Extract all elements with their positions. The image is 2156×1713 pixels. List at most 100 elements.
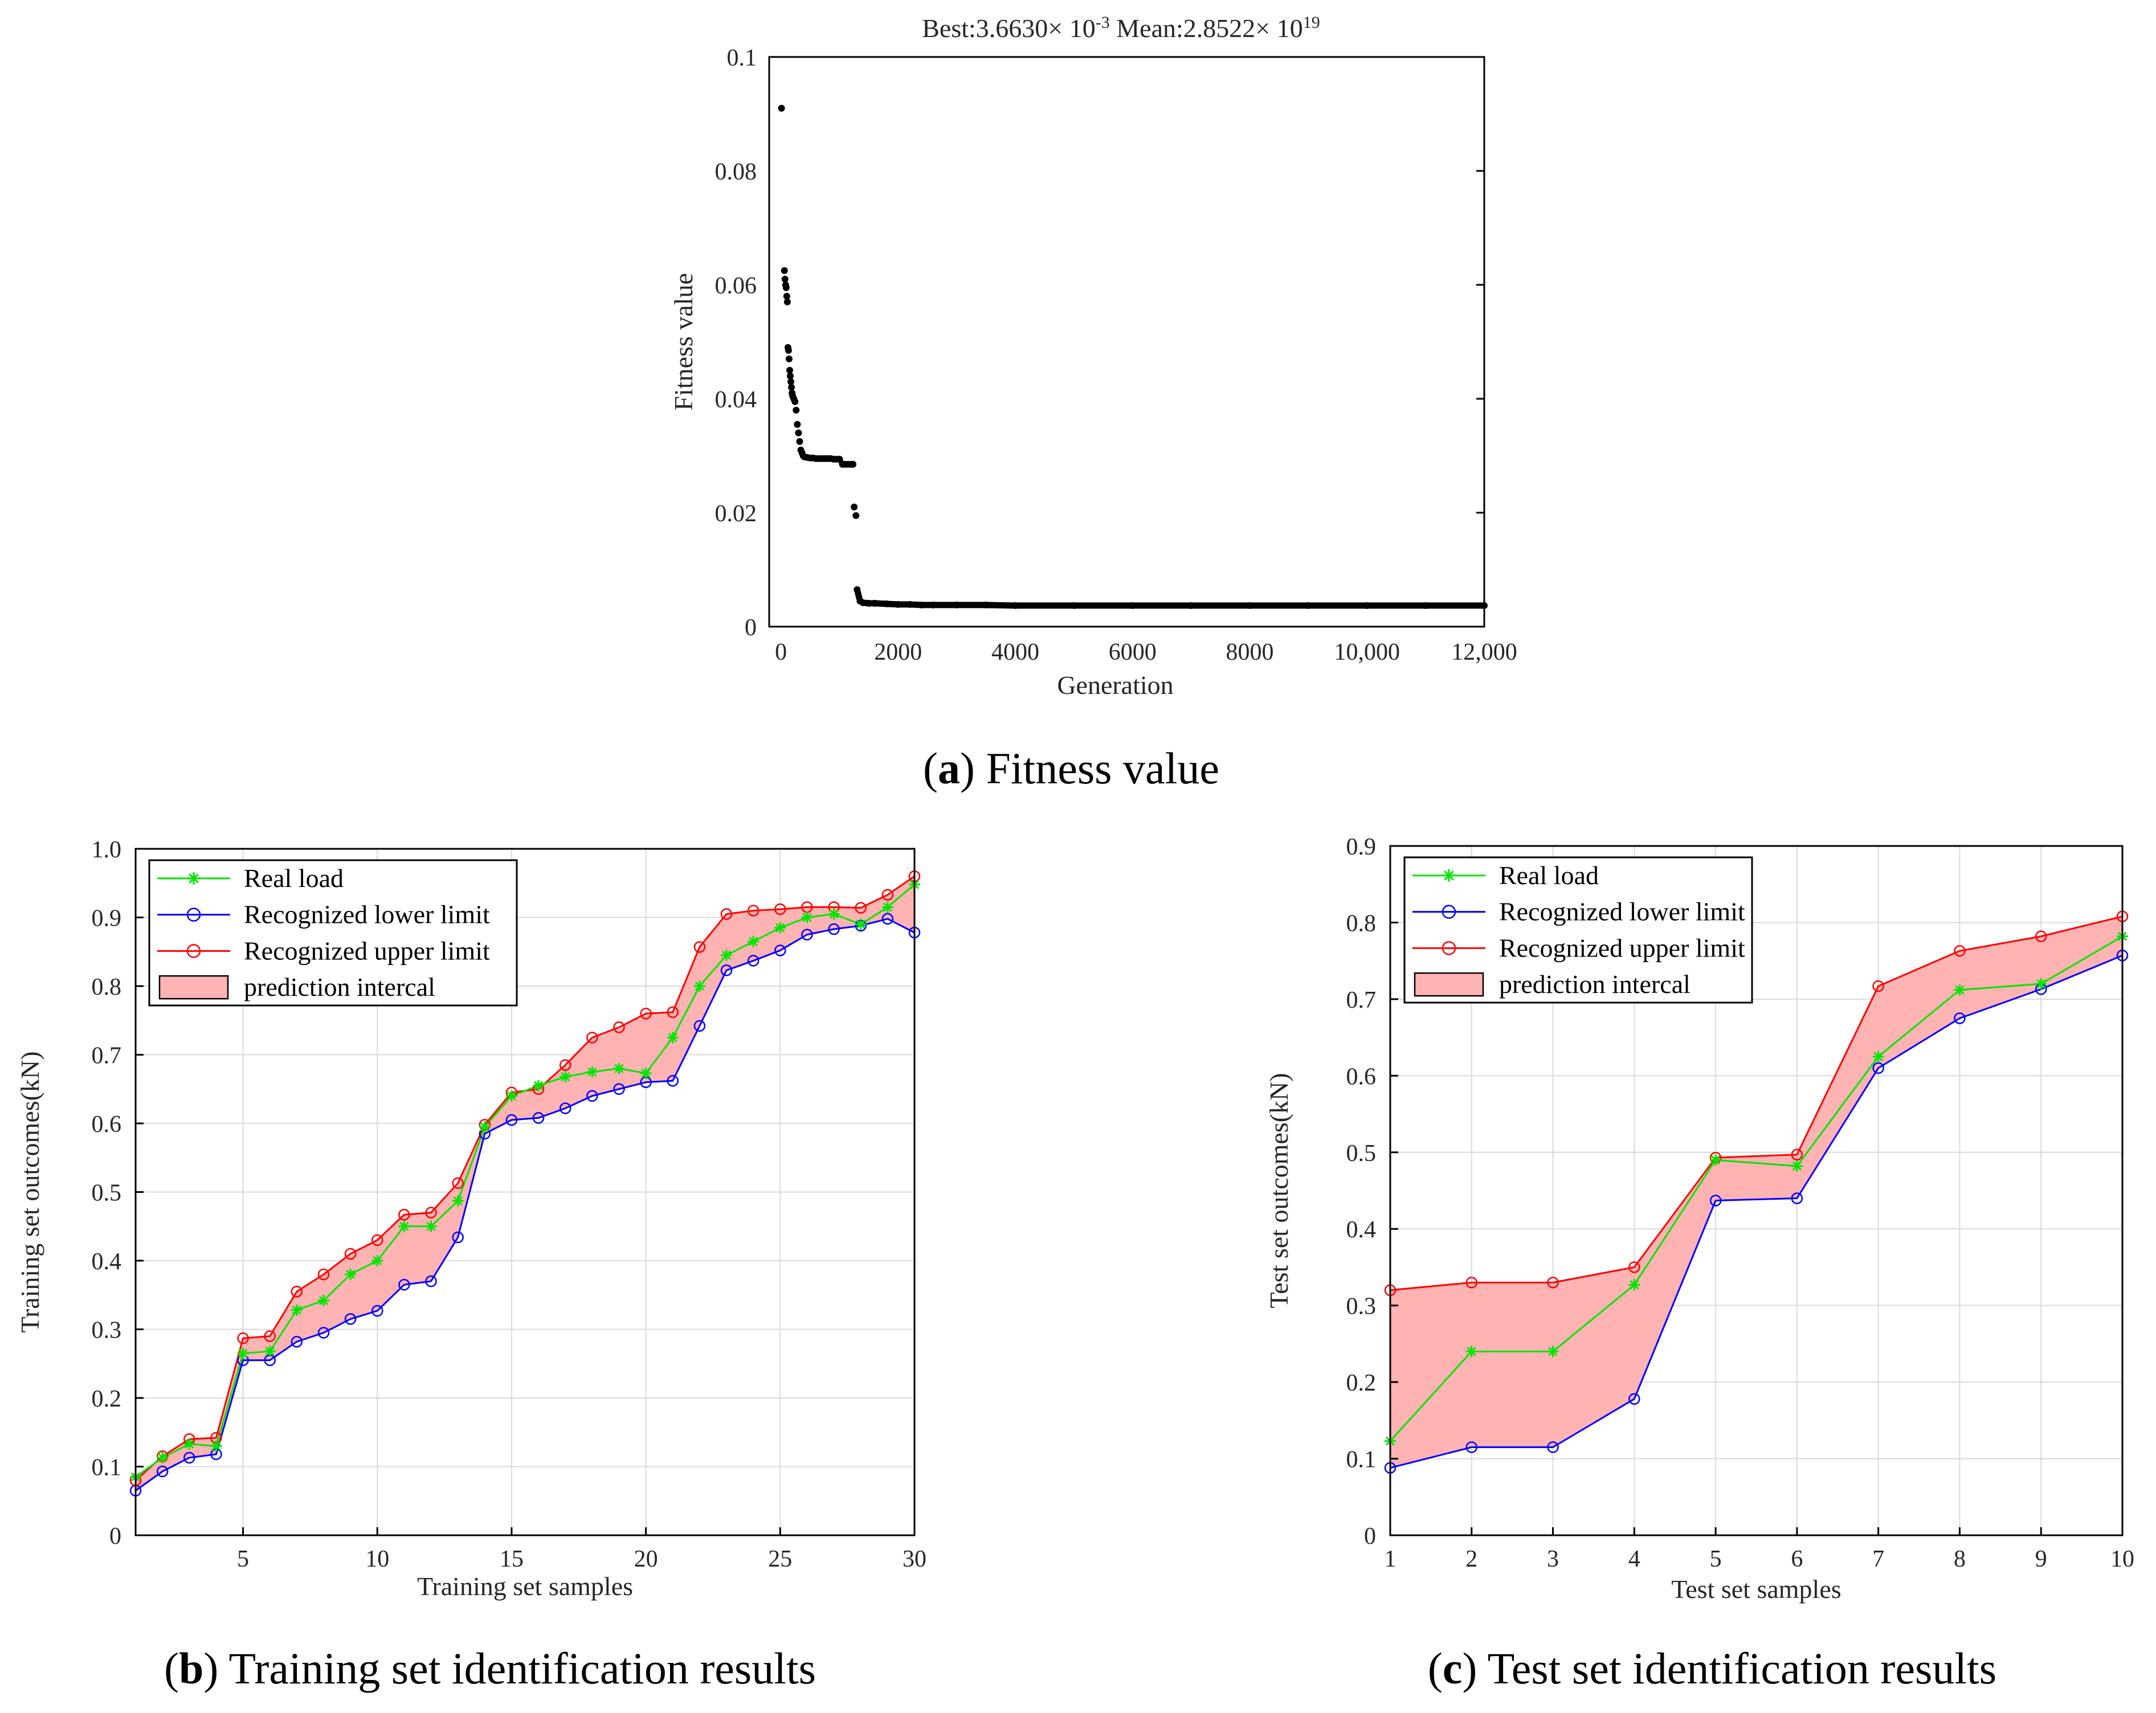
chart-title: Best:3.6630× 10-3 Mean:2.8522× 1019 [922, 13, 1320, 43]
recognized-upper-limit-marker [291, 1285, 303, 1298]
recognized-upper-limit-marker [1547, 1277, 1559, 1289]
real-load-marker [1954, 984, 1966, 996]
recognized-lower-limit-marker [801, 929, 813, 941]
x-tick-label: 25 [768, 1546, 792, 1572]
recognized-upper-limit-marker [667, 1006, 679, 1019]
fitness-point [851, 504, 858, 510]
real-load-marker [693, 980, 705, 992]
x-tick-label: 6000 [1109, 639, 1157, 665]
y-tick-label: 0.3 [1346, 1294, 1377, 1320]
recognized-upper-limit-marker [371, 1234, 383, 1246]
real-load-marker [1547, 1346, 1559, 1358]
x-tick-label: 10 [2110, 1546, 2134, 1572]
y-tick-label: 0.7 [92, 1043, 122, 1069]
recognized-upper-limit-marker [693, 941, 706, 953]
real-load-marker [613, 1062, 625, 1074]
real-load-marker [317, 1294, 329, 1306]
y-tick-label: 1.0 [92, 837, 122, 863]
star-stroke [292, 1305, 301, 1315]
recognized-lower-limit-marker [667, 1075, 679, 1087]
x-tick-label: 4000 [991, 639, 1039, 665]
caption-c: (c) Test set identification results [1428, 1644, 1996, 1693]
star-stroke [749, 937, 758, 946]
x-tick-label: 9 [2035, 1546, 2047, 1572]
recognized-lower-limit-marker [1709, 1195, 1722, 1207]
recognized-upper-limit-marker [452, 1177, 464, 1189]
star-stroke [1873, 1052, 1883, 1061]
legend: Real load Recognized lower limit Recognize… [1403, 856, 1753, 1004]
real-load-marker [187, 872, 200, 885]
recognized-upper-limit-marker [1954, 945, 1966, 957]
real-load-marker [371, 1255, 383, 1266]
star-stroke [158, 1453, 168, 1462]
real-load-marker [721, 949, 733, 961]
fitness-point [783, 293, 790, 300]
fitness-tail-line [854, 588, 1484, 609]
y-tick-label: 0.2 [92, 1386, 122, 1412]
recognized-lower-limit-marker [1628, 1393, 1640, 1405]
real-load-marker [533, 1080, 545, 1091]
legend-label: Real load [244, 864, 344, 893]
legend-marker [186, 944, 201, 958]
star-stroke [829, 909, 839, 919]
y-tick-label: 0 [1364, 1523, 1376, 1550]
legend-marker [1442, 941, 1456, 955]
fitness-point [781, 267, 788, 274]
x-tick-label: 6 [1791, 1546, 1803, 1572]
x-tick-label: 7 [1872, 1546, 1884, 1572]
recognized-upper-limit-line [1390, 915, 2123, 1291]
plot-frame [768, 56, 1485, 628]
recognized-lower-limit-marker [156, 1465, 169, 1478]
x-tick-label: 30 [903, 1546, 926, 1572]
star-stroke [480, 1122, 489, 1132]
recognized-upper-limit-marker [559, 1059, 571, 1071]
x-tick-label: 8000 [1226, 639, 1274, 665]
recognized-upper-limit-marker [881, 889, 894, 901]
real-load-marker [1443, 869, 1455, 882]
real-load-marker [667, 1032, 679, 1044]
legend-band-swatch [158, 975, 229, 1000]
recognized-lower-limit-marker [881, 913, 894, 925]
title-part: Best:3.6630× 10 [922, 14, 1096, 43]
star-stroke [614, 1064, 624, 1073]
legend-band-swatch [1414, 972, 1484, 997]
panel-a-fitness-chart: 0 2000 4000 6000 8000 10,000 12,000 0 0.02 0.04 0.… [669, 13, 1517, 700]
recognized-upper-limit-marker [237, 1332, 249, 1344]
recognized-lower-limit-marker [398, 1278, 410, 1291]
recognized-lower-limit-marker [371, 1305, 383, 1317]
star-stroke [185, 1439, 194, 1449]
title-exponent: -3 [1096, 13, 1110, 32]
recognized-lower-limit-marker [1465, 1441, 1478, 1453]
panel-b-training-chart: 5 10 15 20 25 30 0 0.1 0.2 0.3 0.4 0.5 0.6 0.7 0.8 0.9 1… [15, 837, 926, 1601]
recognized-lower-limit-marker [532, 1112, 545, 1124]
real-load-marker [801, 911, 813, 923]
legend-label: prediction intercal [244, 972, 435, 1001]
recognized-lower-limit-marker [1547, 1441, 1559, 1453]
star-stroke [1548, 1347, 1558, 1356]
star-stroke [668, 1033, 677, 1042]
legend-label: Recognized lower limit [244, 900, 490, 929]
fitness-point [782, 284, 790, 291]
fitness-point [791, 398, 799, 405]
star-stroke [534, 1081, 544, 1090]
legend-label: Recognized lower limit [1499, 897, 1745, 926]
recognized-lower-limit-marker [317, 1327, 330, 1339]
star-stroke [1444, 870, 1454, 881]
recognized-lower-limit-marker [586, 1090, 598, 1102]
legend-marker [1442, 905, 1456, 919]
star-stroke [507, 1091, 516, 1101]
recognized-upper-limit-marker [586, 1032, 598, 1044]
x-tick-label: 15 [500, 1546, 524, 1572]
y-tick-label: 0.5 [92, 1180, 122, 1207]
legend-label: prediction intercal [1499, 970, 1690, 999]
title-part: Mean:2.8522× 10 [1110, 14, 1303, 43]
star-stroke [1792, 1161, 1802, 1171]
real-load-marker [748, 935, 760, 947]
x-tick-label: 1 [1385, 1546, 1396, 1572]
star-stroke [641, 1068, 651, 1078]
legend-label: Real load [1499, 861, 1599, 890]
y-tick-label: 0.1 [1346, 1447, 1377, 1473]
y-tick-label: 0.04 [715, 387, 757, 413]
y-tick-label: 0.1 [727, 45, 757, 71]
